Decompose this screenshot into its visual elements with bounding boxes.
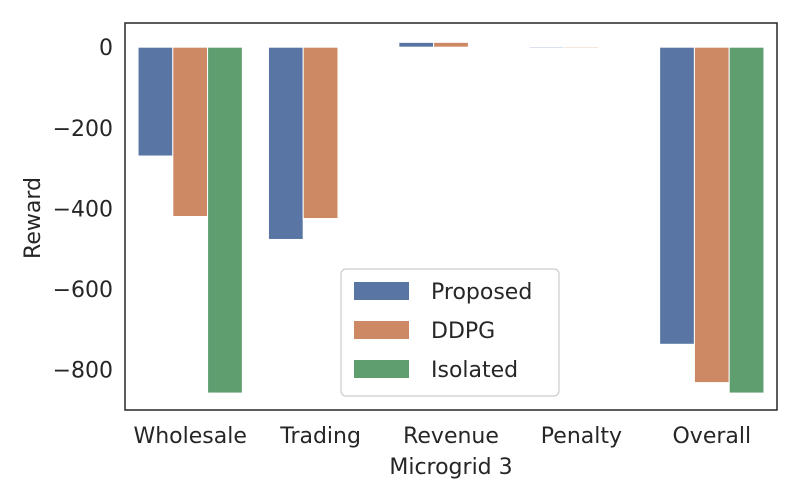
legend-swatch-isolated <box>354 360 409 378</box>
x-tick-label: Trading <box>279 424 361 449</box>
legend-label-proposed: Proposed <box>431 280 532 305</box>
legend-swatch-ddpg <box>354 321 409 339</box>
bar-proposed-penalty <box>528 46 565 49</box>
y-tick-labels: 0 −200 −400 −600 −800 <box>53 36 113 384</box>
bar-ddpg-wholesale <box>172 46 209 217</box>
legend-swatch-proposed <box>354 282 409 300</box>
legend: Proposed DDPG Isolated <box>340 268 560 397</box>
bar-ddpg-revenue <box>433 41 469 48</box>
x-tick-label: Overall <box>672 424 751 449</box>
x-tick-label: Wholesale <box>133 424 246 449</box>
x-tick-label: Revenue <box>403 424 499 449</box>
bar-proposed-trading <box>267 46 304 240</box>
bar-ddpg-penalty <box>563 46 600 49</box>
y-axis-label: Reward <box>21 177 46 259</box>
legend-label-isolated: Isolated <box>431 358 518 383</box>
y-tick-label: −800 <box>53 359 113 384</box>
y-tick-label: −600 <box>53 278 113 303</box>
x-tick-label: Penalty <box>541 424 622 449</box>
bar-isolated-wholesale <box>207 46 243 394</box>
y-tick-label: −200 <box>53 117 113 142</box>
bars-group <box>137 41 765 394</box>
bar-ddpg-overall <box>693 46 730 384</box>
legend-label-ddpg: DDPG <box>431 319 495 344</box>
y-tick-label: 0 <box>99 36 113 61</box>
bar-isolated-overall <box>728 46 765 394</box>
bar-ddpg-trading <box>302 46 339 220</box>
bar-proposed-revenue <box>398 41 435 48</box>
x-tick-labels: Wholesale Trading Revenue Penalty Overall <box>133 424 751 449</box>
plot-frame <box>124 22 778 411</box>
bar-proposed-wholesale <box>137 46 174 157</box>
y-tick-label: −400 <box>53 197 113 222</box>
bar-proposed-overall <box>659 46 695 345</box>
x-axis-label: Microgrid 3 <box>389 455 512 480</box>
